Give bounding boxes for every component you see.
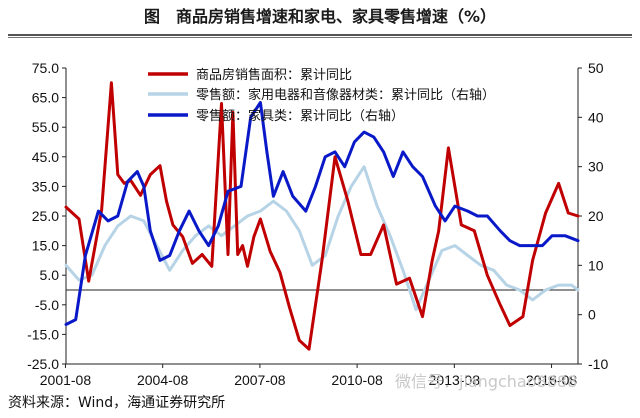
x-tick-label: 2010-08 xyxy=(331,372,383,388)
title-divider xyxy=(8,34,632,36)
left-tick-label: 45.0 xyxy=(32,149,59,165)
x-tick-label: 2001-08 xyxy=(40,372,92,388)
legend-label-1: 商品房销售面积：累计同比 xyxy=(196,67,352,83)
chart-title: 图 商品房销售增速和家电、家具零售增速（%） xyxy=(143,7,497,26)
source-note: 资料来源：Wind，海通证券研究所 xyxy=(8,395,226,411)
left-tick-label: 65.0 xyxy=(32,90,59,106)
right-tick-label: 10 xyxy=(588,257,604,273)
legend-label-2: 零售额：家用电器和音像器材类：累计同比（右轴） xyxy=(196,87,495,103)
left-tick-label: -5.0 xyxy=(35,297,59,313)
x-tick-label: 2013-08 xyxy=(429,372,481,388)
right-tick-label: 20 xyxy=(588,208,604,224)
x-tick-label: 2007-08 xyxy=(234,372,286,388)
series-line-1 xyxy=(64,81,580,351)
left-tick-label: 25.0 xyxy=(32,208,59,224)
series-line-3 xyxy=(64,101,580,326)
right-tick-label: 40 xyxy=(588,109,604,125)
x-tick-label: 2016-08 xyxy=(526,372,578,388)
right-tick-label: -10 xyxy=(588,356,608,372)
left-tick-label: -25.0 xyxy=(27,356,59,372)
left-tick-label: 15.0 xyxy=(32,238,59,254)
right-tick-label: 50 xyxy=(588,60,604,76)
watermark-text: 微信号：jiangchao8888 xyxy=(395,372,578,391)
left-tick-label: -15.0 xyxy=(27,326,59,342)
left-tick-label: 5.0 xyxy=(40,267,60,283)
right-tick-label: 0 xyxy=(588,307,596,323)
left-tick-label: 55.0 xyxy=(32,119,59,135)
right-tick-label: 30 xyxy=(588,159,604,175)
title-divider-thin xyxy=(8,37,632,38)
x-tick-label: 2004-08 xyxy=(137,372,189,388)
left-tick-label: 35.0 xyxy=(32,178,59,194)
left-tick-label: 75.0 xyxy=(32,60,59,76)
legend-label-3: 零售额：家具类：累计同比（右轴） xyxy=(196,108,404,124)
